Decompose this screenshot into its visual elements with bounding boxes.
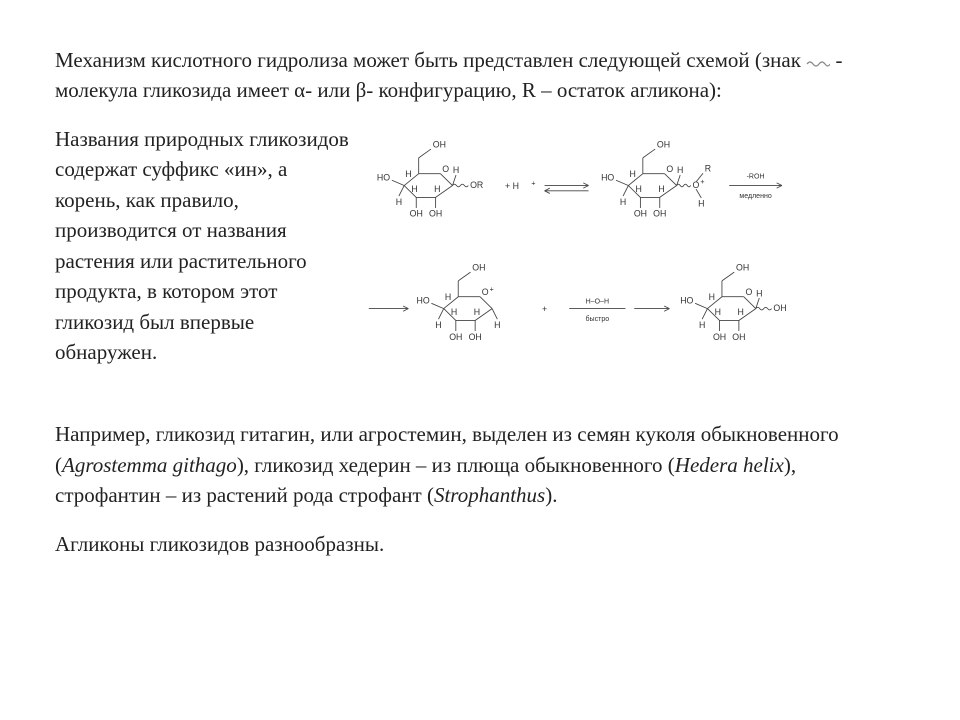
- svg-text:+: +: [490, 286, 494, 293]
- final-paragraph: Агликоны гликозидов разнообразны.: [55, 529, 905, 559]
- wavy-bond-icon: [806, 47, 830, 77]
- middle-row: Названия природных гликозидов содержат с…: [55, 124, 905, 402]
- svg-text:OH: OH: [429, 209, 442, 219]
- svg-text:H: H: [396, 197, 402, 207]
- svg-text:H: H: [453, 165, 459, 175]
- svg-text:H: H: [635, 184, 641, 194]
- svg-text:H: H: [658, 184, 664, 194]
- svg-text:H: H: [677, 165, 683, 175]
- svg-text:H: H: [629, 169, 635, 179]
- svg-text:+: +: [531, 180, 535, 187]
- svg-text:H: H: [494, 320, 500, 330]
- svg-text:H: H: [620, 197, 626, 207]
- example-d: ).: [545, 483, 557, 507]
- svg-text:O: O: [745, 287, 752, 297]
- svg-text:OH: OH: [634, 209, 647, 219]
- svg-text:H: H: [756, 288, 762, 298]
- example-b: ), гликозид хедерин – из плюща обыкновен…: [237, 453, 675, 477]
- svg-text:OH: OH: [732, 332, 745, 342]
- svg-text:OH: OH: [472, 262, 485, 272]
- svg-text:H: H: [451, 307, 457, 317]
- intro-paragraph: Механизм кислотного гидролиза может быть…: [55, 45, 905, 106]
- svg-text:H: H: [698, 199, 704, 209]
- svg-text:OR: OR: [470, 180, 483, 190]
- svg-text:OH: OH: [773, 303, 786, 313]
- svg-text:H: H: [737, 307, 743, 317]
- svg-text:H: H: [445, 292, 451, 302]
- svg-text:H: H: [699, 320, 705, 330]
- svg-text:OH: OH: [449, 332, 462, 342]
- svg-text:+: +: [542, 304, 547, 314]
- side-paragraph: Названия природных гликозидов содержат с…: [55, 124, 350, 368]
- slide: Механизм кислотного гидролиза может быть…: [0, 0, 960, 720]
- svg-text:H: H: [405, 169, 411, 179]
- svg-text:H–O–H: H–O–H: [586, 298, 609, 305]
- svg-text:O: O: [482, 287, 489, 297]
- svg-text:-ROH: -ROH: [747, 173, 765, 180]
- svg-text:OH: OH: [410, 209, 423, 219]
- svg-text:HO: HO: [601, 172, 614, 182]
- svg-text:OH: OH: [657, 139, 670, 149]
- reaction-scheme: OOHHOHOHHOHHHORH+ H+OOHHOHOHHOHHHO+RHH-R…: [360, 124, 905, 402]
- svg-text:OH: OH: [433, 139, 446, 149]
- svg-text:R: R: [705, 163, 711, 173]
- svg-text:O: O: [666, 164, 673, 174]
- intro-text-a: Механизм кислотного гидролиза может быть…: [55, 48, 801, 72]
- svg-text:OH: OH: [736, 262, 749, 272]
- svg-text:OH: OH: [653, 209, 666, 219]
- svg-text:OH: OH: [713, 332, 726, 342]
- example-paragraph: Например, гликозид гитагин, или агростем…: [55, 419, 905, 510]
- svg-text:O: O: [442, 164, 449, 174]
- svg-text:H: H: [435, 320, 441, 330]
- svg-text:быстро: быстро: [586, 315, 610, 323]
- svg-text:HO: HO: [680, 295, 693, 305]
- svg-text:медленно: медленно: [739, 193, 771, 200]
- svg-text:H: H: [709, 292, 715, 302]
- svg-text:H: H: [715, 307, 721, 317]
- svg-text:H: H: [411, 184, 417, 194]
- svg-text:HO: HO: [377, 172, 390, 182]
- svg-text:H: H: [434, 184, 440, 194]
- svg-text:+ H: + H: [505, 181, 519, 191]
- svg-text:H: H: [474, 307, 480, 317]
- latin-3: Strophanthus: [434, 483, 545, 507]
- latin-1: Agrostemma githago: [62, 453, 237, 477]
- svg-text:OH: OH: [469, 332, 482, 342]
- svg-text:+: +: [700, 179, 704, 186]
- svg-text:HO: HO: [416, 295, 429, 305]
- latin-2: Hedera helix: [675, 453, 784, 477]
